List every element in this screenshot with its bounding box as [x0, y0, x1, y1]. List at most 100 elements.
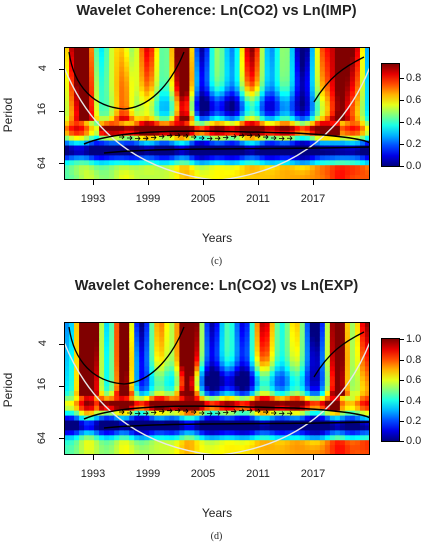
heatmap-cell: [129, 115, 135, 122]
heatmap-cell: [64, 165, 70, 171]
heatmap-cell: [259, 376, 266, 382]
heatmap-cell: [64, 445, 70, 451]
heatmap-cell: [64, 390, 70, 397]
heatmap-cell: [74, 51, 80, 58]
heatmap-cell: [314, 115, 321, 122]
heatmap-cell: [224, 341, 231, 348]
heatmap-cell: [74, 120, 80, 127]
heatmap-cell: [194, 386, 201, 392]
heatmap-cell: [344, 440, 351, 446]
heatmap-cell: [119, 76, 125, 83]
heatmap-cell: [284, 450, 291, 455]
heatmap-cell: [154, 341, 160, 348]
heatmap-cell: [139, 361, 145, 367]
heatmap-cell: [244, 120, 251, 127]
heatmap-cell: [194, 170, 201, 176]
heatmap-cell: [299, 61, 306, 68]
x-tick-label: 2005: [190, 468, 216, 480]
heatmap-cell: [344, 96, 351, 102]
heatmap-cell: [119, 356, 125, 363]
heatmap-cell: [329, 395, 336, 402]
heatmap-cell: [329, 450, 336, 455]
heatmap-cell: [79, 376, 85, 382]
heatmap-cell: [79, 435, 85, 441]
heatmap-cell: [354, 111, 361, 117]
heatmap-cell: [129, 381, 135, 387]
heatmap-cell: [174, 381, 180, 387]
heatmap-cell: [359, 86, 366, 92]
heatmap-cell: [134, 390, 140, 397]
heatmap-cell: [69, 376, 75, 382]
heatmap-cell: [339, 430, 346, 436]
heatmap-cell: [269, 155, 276, 161]
heatmap-cell: [99, 425, 105, 431]
heatmap-cell: [289, 140, 296, 147]
heatmap-cell: [229, 351, 236, 358]
heatmap-cell: [179, 390, 185, 397]
heatmap-cell: [214, 425, 221, 431]
heatmap-cell: [244, 170, 251, 176]
heatmap-cell: [159, 76, 165, 83]
heatmap-cell: [339, 415, 346, 422]
heatmap-cell: [274, 400, 281, 407]
heatmap-cell: [79, 56, 85, 63]
heatmap-cell: [279, 351, 286, 358]
heatmap-cell: [204, 356, 211, 363]
heatmap-cell: [104, 115, 110, 122]
heatmap-cell: [224, 91, 231, 97]
heatmap-cell: [209, 106, 216, 112]
heatmap-cell: [129, 155, 135, 161]
heatmap-cell: [229, 440, 236, 446]
heatmap-cell: [149, 405, 155, 412]
heatmap-cell: [124, 115, 130, 122]
heatmap-cell: [179, 66, 185, 73]
heatmap-cell: [124, 51, 130, 58]
heatmap-cell: [149, 386, 155, 392]
heatmap-cell: [259, 366, 266, 372]
heatmap-cell: [269, 51, 276, 58]
heatmap-cell: [229, 115, 236, 122]
heatmap-cell: [154, 155, 160, 161]
heatmap-cell: [119, 150, 125, 156]
heatmap-cell: [219, 371, 226, 377]
heatmap-cell: [89, 390, 95, 397]
heatmap-cell: [299, 160, 306, 166]
heatmap-cell: [139, 425, 145, 431]
heatmap-cell: [134, 331, 140, 338]
heatmap-cell: [359, 51, 366, 58]
heatmap-cell: [154, 322, 160, 328]
heatmap-cell: [214, 76, 221, 83]
heatmap-cell: [179, 356, 185, 363]
heatmap-cell: [239, 160, 246, 166]
heatmap-cell: [204, 91, 211, 97]
heatmap-cell: [89, 81, 95, 88]
heatmap-cell: [179, 155, 185, 161]
heatmap-cell: [169, 371, 175, 377]
heatmap-cell: [204, 341, 211, 348]
heatmap-cell: [174, 81, 180, 88]
heatmap-cell: [194, 86, 201, 92]
heatmap-cell: [304, 96, 311, 102]
heatmap-cell: [359, 125, 366, 132]
heatmap-cell: [294, 450, 301, 455]
heatmap-cell: [69, 175, 75, 180]
heatmap-cell: [349, 115, 356, 122]
heatmap-cell: [264, 111, 271, 117]
heatmap-cell: [239, 366, 246, 372]
colorbar-tick: [400, 401, 404, 402]
heatmap-cell: [249, 450, 256, 455]
heatmap-cell: [269, 331, 276, 338]
heatmap-cell: [134, 450, 140, 455]
heatmap-cell: [319, 155, 326, 161]
heatmap-cell: [214, 356, 221, 363]
heatmap-cell: [109, 366, 115, 372]
heatmap-cell: [319, 346, 326, 353]
heatmap-cell: [309, 400, 316, 407]
heatmap-cell: [249, 81, 256, 88]
heatmap-cell: [344, 170, 351, 176]
heatmap-cell: [164, 371, 170, 377]
heatmap-cell: [84, 170, 90, 176]
heatmap-cell: [324, 111, 331, 117]
heatmap-cell: [144, 51, 150, 58]
heatmap-cell: [349, 61, 356, 68]
